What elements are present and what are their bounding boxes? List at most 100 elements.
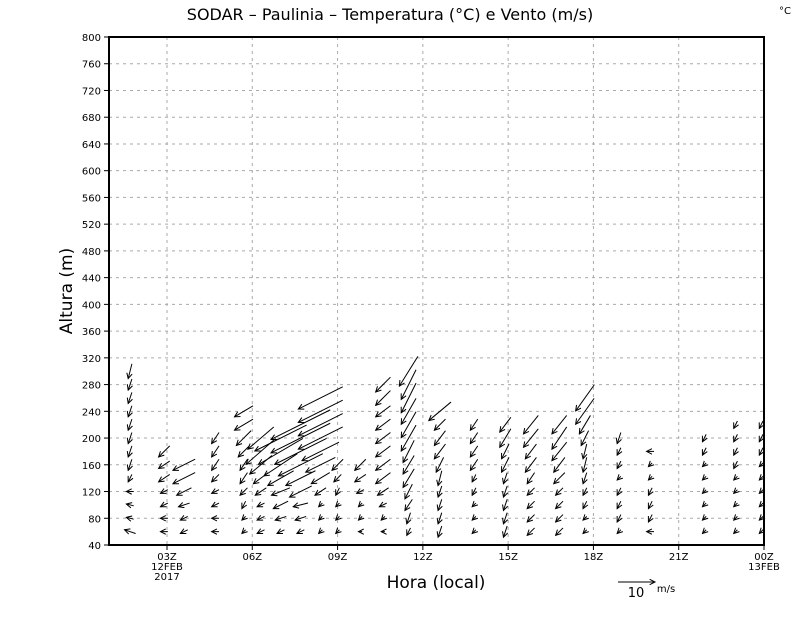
wind-vector-head [499,426,506,433]
wind-vector-head [247,443,254,450]
wind-vector [526,500,535,510]
wind-vector-shaft [733,434,738,442]
wind-vector-shaft [273,500,289,510]
wind-vector [233,405,254,418]
wind-vector-head [374,437,382,445]
wind-vector-head [272,503,280,510]
wind-vector-head [581,466,588,474]
wind-vector [701,447,708,457]
wind-vector-head [471,489,478,497]
wind-vector-head [270,447,278,454]
wind-vector-head [701,474,709,481]
wind-vector-head [179,514,187,521]
wind-vector-head [501,452,507,460]
wind-vector-head [292,502,300,509]
wind-vector-head [406,529,412,537]
wind-vector [304,456,336,473]
wind-vector-head [273,459,281,465]
wind-vector [732,500,740,508]
wind-vector-head [177,502,185,509]
wind-vector-shaft [575,384,595,412]
wind-vector [647,487,654,497]
wind-vector-shaft [298,426,343,450]
wind-vector [400,382,417,414]
wind-vector [270,409,331,441]
wind-vector-head [274,515,282,522]
wind-vector-head [398,379,405,387]
x-tick-year: 2017 [154,572,179,583]
wind-vector-head [211,450,218,458]
x-tick-label: 00Z [754,552,774,563]
wind-vector [171,458,196,471]
wind-vector [502,472,509,485]
wind-vector [732,527,740,535]
wind-vector-head [334,527,342,535]
wind-vector-shaft [127,459,133,471]
wind-vector-head [701,500,709,508]
wind-vector-head [647,489,654,497]
wind-vector [126,418,133,432]
wind-vector [616,487,623,497]
wind-vector-shaft [298,413,343,437]
wind-vector-head [374,464,382,471]
wind-vector-shaft [582,500,588,509]
wind-vector-head [732,474,740,481]
wind-vector [582,514,589,521]
wind-vector-shaft [400,424,417,452]
wind-vector-head [582,527,589,535]
wind-vector-shaft [180,515,188,521]
wind-vector [406,527,412,537]
wind-vector-shaft [616,460,622,469]
wind-vector [575,384,595,412]
wind-vector [581,472,588,485]
wind-vector [522,415,539,435]
wind-vector [263,453,298,477]
wind-vector-head [253,445,261,452]
wind-vector-shaft [127,405,133,418]
wind-vector-head [334,500,342,508]
wind-vector-head [526,477,533,485]
wind-vector-shaft [294,515,307,521]
wind-vector [374,418,391,431]
wind-vector-shaft [555,527,564,536]
wind-vector-shaft [254,424,307,452]
wind-vector-shaft [375,472,391,485]
wind-vector [159,515,168,522]
wind-vector [210,528,220,535]
wind-vector-shaft [211,432,220,444]
wind-vector-head [310,478,318,485]
wind-vector-shaft [375,445,391,458]
wind-vector [380,514,388,521]
wind-vector-head [758,449,765,457]
wind-vector-shaft [616,487,622,496]
wind-vector-head [276,528,284,535]
wind-vector-head [578,427,585,435]
wind-vector [211,445,220,458]
wind-vector [554,514,564,523]
x-tick-label: 18Z [584,552,604,563]
x-tick-label: 03Z [157,552,177,563]
wind-vector-head [257,459,265,465]
y-axis-label: Altura (m) [57,248,77,334]
wind-vector-shaft [406,512,411,524]
wind-vector-shaft [582,457,588,473]
wind-vector-head [526,489,534,497]
wind-vector [499,428,512,449]
wind-vector [435,457,445,474]
wind-vector [333,474,342,483]
wind-vector-shaft [211,445,220,458]
wind-vector [317,527,325,535]
wind-vector-shaft [298,399,343,423]
wind-vector-head [616,502,623,510]
wind-vector-head [402,468,409,475]
wind-vector [526,527,535,537]
wind-vector-shaft [375,418,391,431]
wind-vector [645,448,654,455]
wind-vector-head [252,478,260,485]
wind-vector-shaft [575,398,595,425]
wind-vector-shaft [124,529,136,534]
wind-vector-head [126,424,133,432]
wind-vector [471,474,478,483]
wind-vector-head [701,449,708,457]
wind-vector [402,468,415,489]
